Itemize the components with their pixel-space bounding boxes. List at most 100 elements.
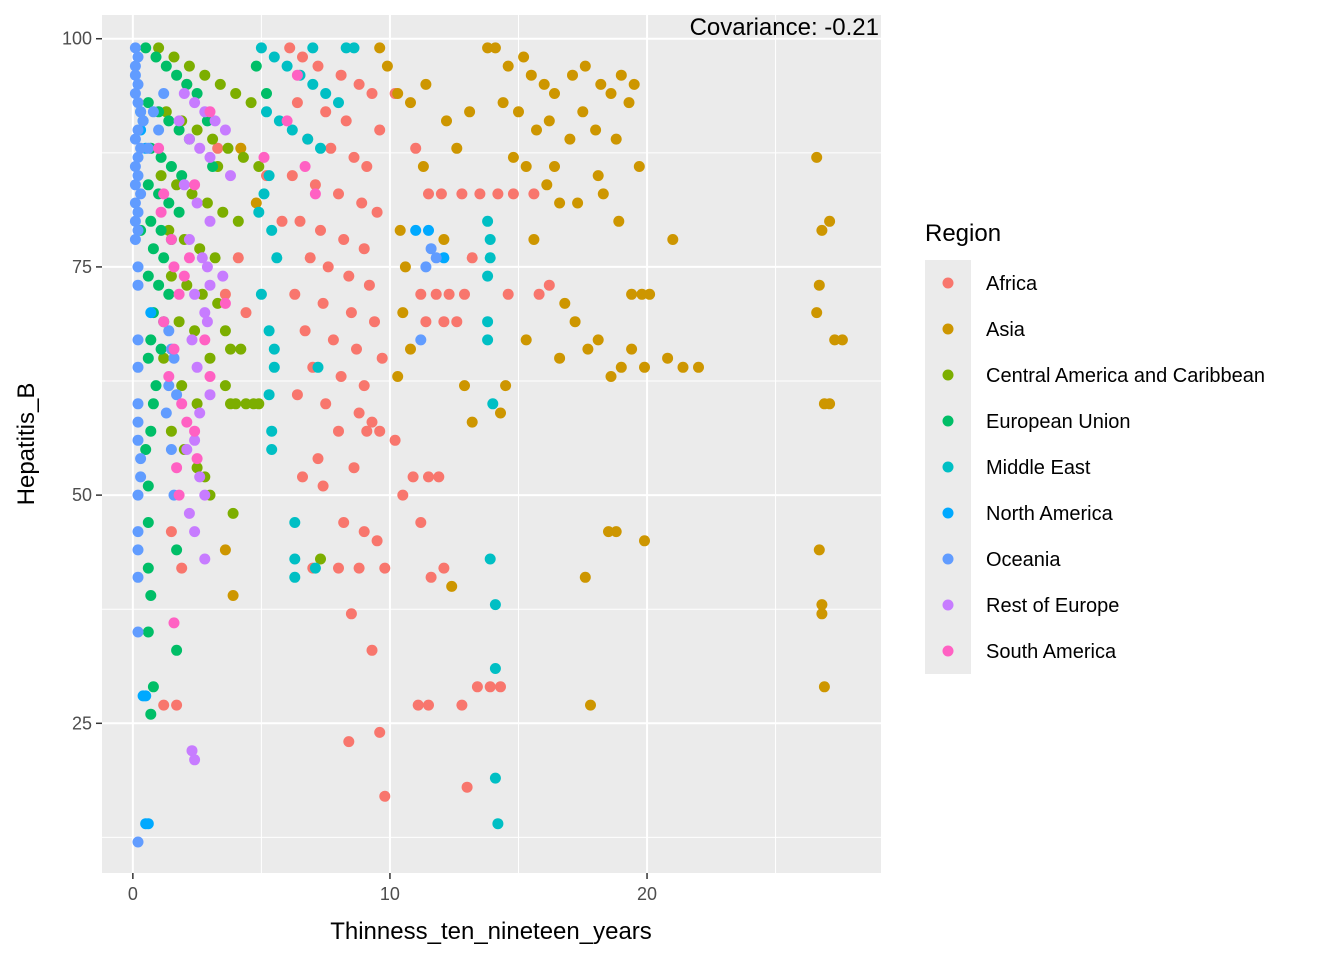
- data-point: [132, 78, 144, 90]
- data-point: [626, 288, 638, 300]
- data-point: [201, 115, 213, 127]
- data-point: [312, 60, 324, 72]
- data-point: [165, 234, 177, 245]
- data-point: [150, 380, 162, 392]
- data-point: [371, 206, 383, 218]
- data-point: [644, 288, 656, 300]
- data-point: [132, 416, 144, 428]
- data-point: [135, 188, 147, 200]
- data-point: [132, 170, 144, 182]
- data-point: [549, 88, 560, 99]
- data-point: [322, 261, 334, 273]
- legend-label: European Union: [986, 411, 1131, 433]
- data-point: [129, 133, 141, 145]
- data-point: [199, 69, 211, 81]
- data-point: [549, 161, 560, 172]
- data-point: [317, 480, 329, 492]
- data-point: [129, 197, 141, 209]
- data-point: [173, 124, 185, 136]
- series-rest-of-europe: [173, 88, 236, 766]
- data-point: [219, 544, 231, 556]
- data-point: [613, 215, 625, 227]
- data-point: [142, 818, 154, 830]
- axis-ticks: 0 10 20 25 50 75 100: [62, 29, 657, 904]
- data-point: [489, 42, 501, 54]
- data-point: [366, 88, 378, 99]
- data-point: [176, 170, 188, 182]
- data-point: [392, 88, 404, 99]
- data-point: [294, 215, 306, 227]
- data-point: [438, 234, 450, 245]
- data-point: [132, 434, 144, 446]
- data-point: [374, 124, 386, 136]
- data-point: [495, 681, 506, 693]
- data-point: [240, 398, 252, 410]
- data-point: [543, 279, 555, 291]
- data-point: [171, 389, 183, 401]
- data-point: [168, 261, 180, 273]
- data-point: [353, 562, 365, 574]
- legend-label: South America: [986, 641, 1117, 663]
- y-tick-label: 50: [72, 485, 92, 505]
- data-point: [225, 343, 236, 355]
- data-point: [191, 197, 203, 209]
- data-point: [315, 142, 326, 154]
- data-point: [335, 69, 347, 81]
- data-point: [345, 307, 357, 319]
- data-point: [165, 526, 177, 538]
- data-point: [227, 590, 239, 601]
- data-point: [132, 279, 144, 291]
- data-point: [168, 617, 180, 629]
- data-point: [171, 644, 183, 656]
- data-point: [191, 398, 203, 410]
- data-point: [299, 325, 311, 337]
- data-point: [129, 88, 141, 99]
- data-point: [132, 398, 144, 410]
- data-point: [163, 224, 175, 236]
- data-point: [304, 252, 316, 264]
- data-point: [204, 215, 216, 227]
- data-point: [466, 252, 478, 264]
- data-point: [168, 51, 180, 63]
- data-point: [155, 206, 167, 218]
- data-point: [250, 197, 262, 209]
- data-point: [289, 288, 301, 300]
- data-point: [438, 252, 450, 264]
- data-point: [158, 252, 170, 264]
- data-point: [212, 142, 224, 154]
- data-point: [559, 297, 571, 309]
- data-point: [340, 115, 352, 127]
- data-point: [353, 78, 365, 90]
- data-point: [258, 188, 270, 200]
- data-point: [572, 197, 584, 209]
- data-point: [813, 279, 825, 291]
- data-point: [438, 562, 450, 574]
- data-point: [333, 188, 344, 200]
- data-point: [194, 407, 206, 419]
- data-point: [423, 699, 434, 711]
- data-point: [129, 161, 141, 172]
- data-point: [459, 380, 470, 392]
- data-point: [430, 252, 442, 264]
- data-point: [376, 352, 388, 364]
- data-point: [189, 288, 201, 300]
- data-point: [219, 380, 231, 392]
- data-point: [374, 425, 386, 437]
- data-point: [579, 60, 591, 72]
- x-axis-title: Thinness_ten_nineteen_years: [330, 918, 652, 945]
- data-point: [489, 772, 501, 784]
- data-point: [255, 288, 267, 300]
- data-point: [207, 133, 219, 145]
- data-point: [135, 142, 147, 154]
- data-point: [358, 526, 370, 538]
- data-point: [235, 343, 247, 355]
- data-point: [415, 334, 427, 346]
- data-point: [171, 69, 183, 81]
- data-point: [441, 115, 452, 127]
- data-point: [407, 471, 419, 483]
- data-point: [315, 224, 326, 236]
- data-point: [811, 151, 823, 163]
- data-point: [171, 462, 183, 474]
- data-point: [492, 818, 504, 830]
- data-point: [579, 571, 591, 583]
